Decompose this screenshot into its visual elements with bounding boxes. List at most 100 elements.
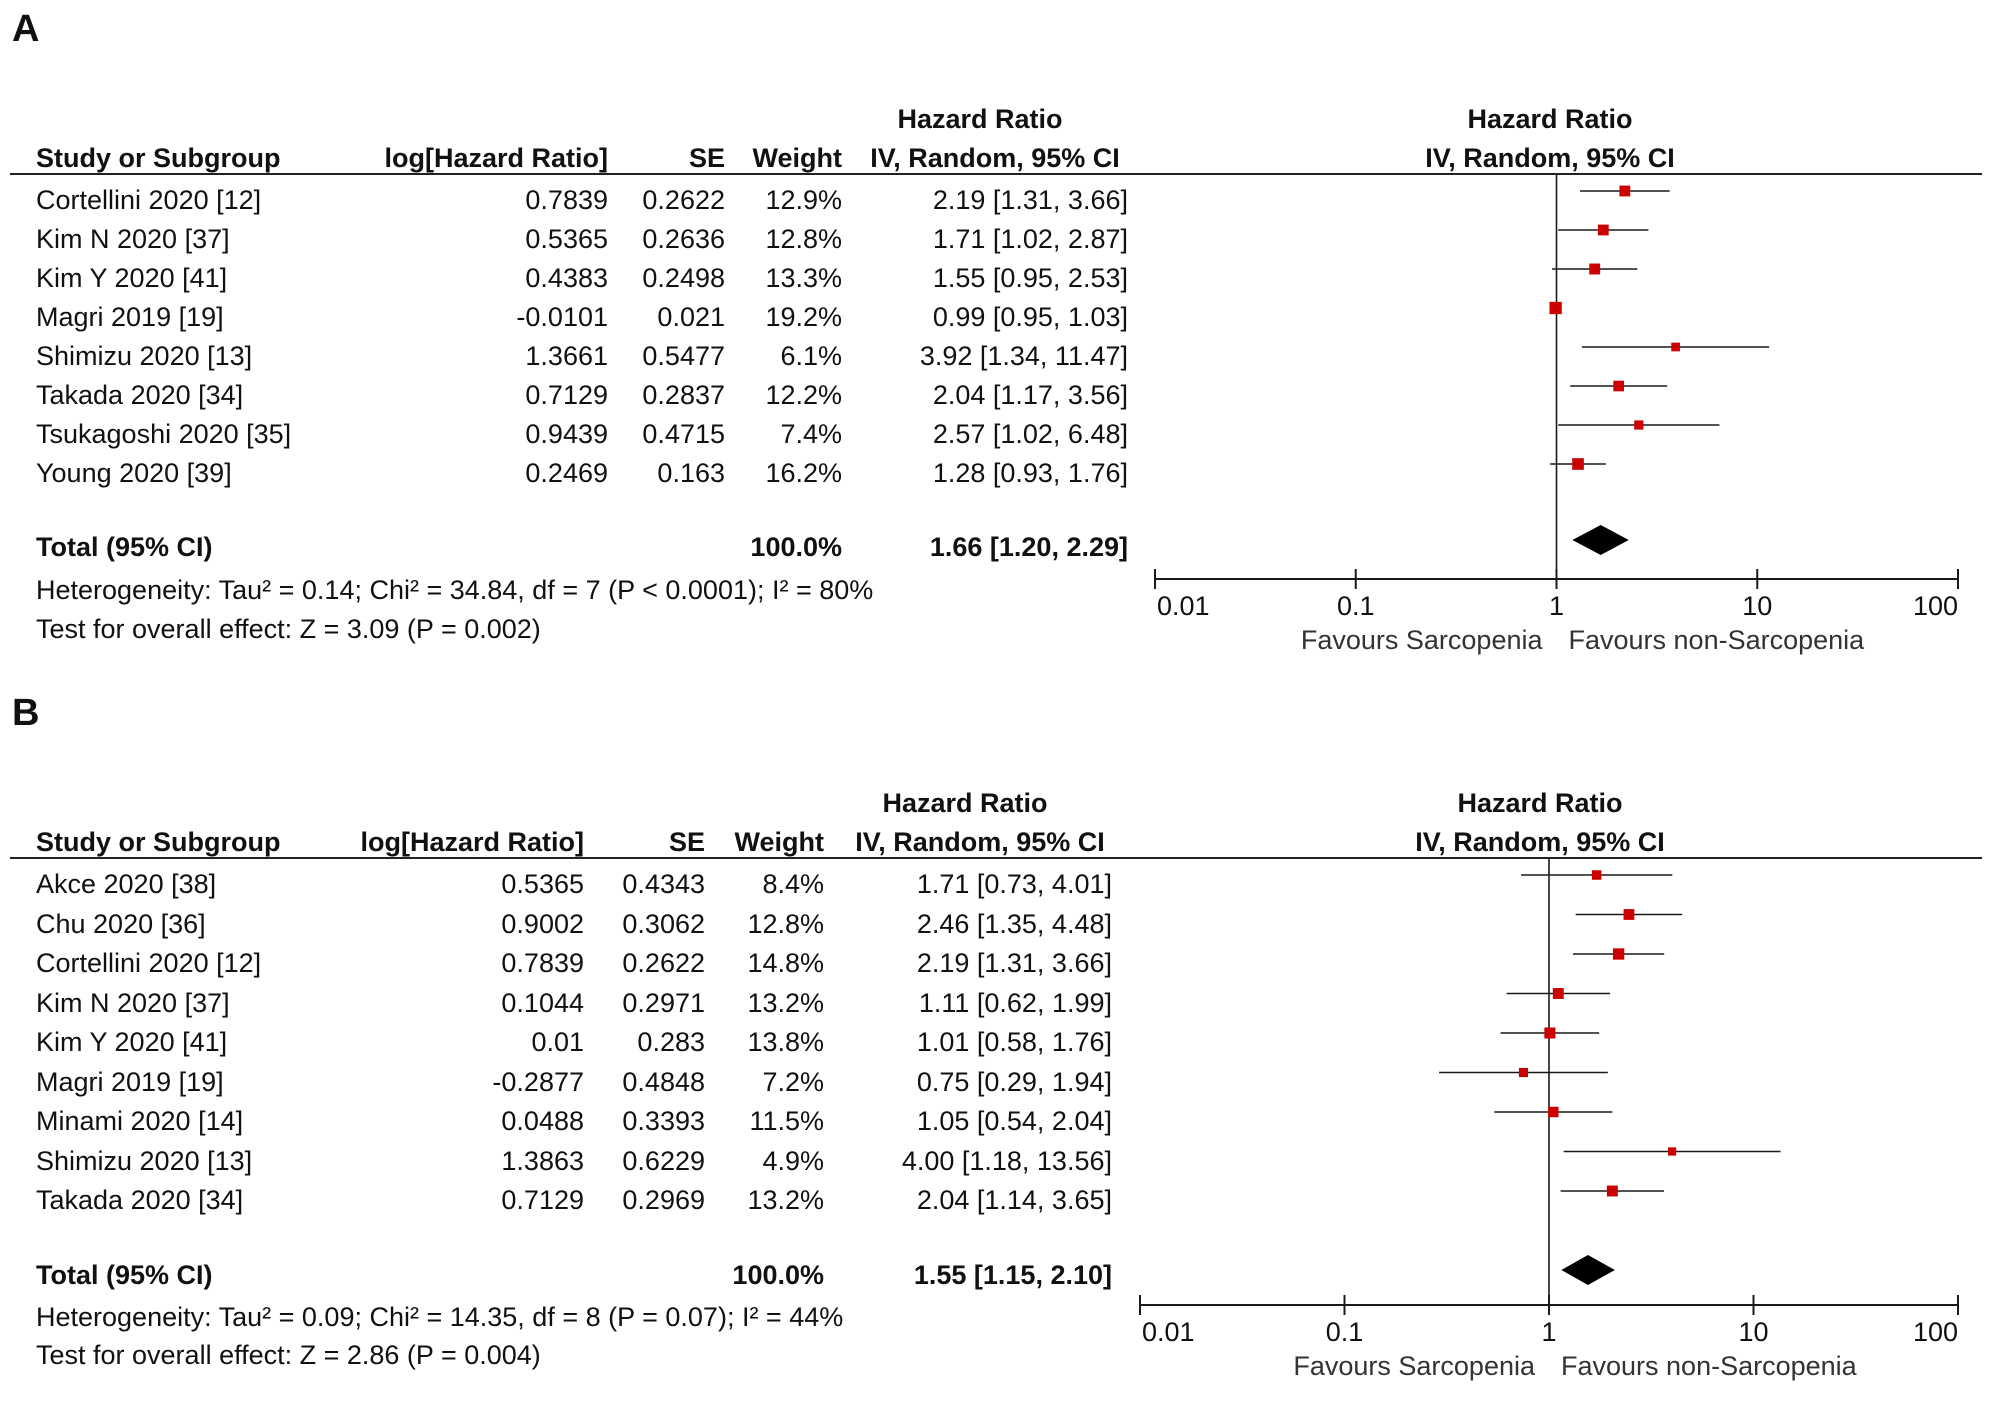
panel-label-a: A (12, 8, 40, 50)
study-name: Shimizu 2020 [13] (36, 341, 253, 371)
study-name: Akce 2020 [38] (36, 869, 217, 899)
study-header: Study or Subgroup (36, 143, 281, 173)
hr-ci-value: 1.71 [0.73, 4.01] (916, 869, 1112, 899)
loghr-value: 0.4383 (525, 263, 608, 293)
weight-value: 16.2% (765, 458, 842, 488)
study-name: Takada 2020 [34] (36, 1185, 244, 1215)
loghr-value: 0.0488 (501, 1106, 584, 1136)
study-name: Minami 2020 [14] (36, 1106, 244, 1136)
effect-square (1668, 1147, 1677, 1156)
x-tick-label: 10 (1738, 1317, 1768, 1347)
weight-value: 11.5% (749, 1106, 824, 1136)
loghr-value: 0.7839 (525, 185, 608, 215)
se-header: SE (668, 827, 705, 857)
effect-square (1589, 263, 1601, 275)
loghr-value: 1.3863 (501, 1145, 584, 1176)
forest-plot-b: B Hazard Ratio Hazard Ratio Study or Sub… (0, 684, 1994, 1406)
hr-ci-value: 2.19 [1.31, 3.66] (916, 948, 1112, 978)
weight-value: 13.3% (765, 263, 842, 293)
loghr-value: 0.2469 (525, 458, 608, 488)
forest-plot-a: A Hazard Ratio Hazard Ratio Study or Sub… (0, 0, 1994, 700)
hr-ci-value: 0.75 [0.29, 1.94] (916, 1066, 1112, 1097)
total-ci: 1.55 [1.15, 2.10] (913, 1260, 1112, 1290)
x-tick-label: 0.01 (1157, 591, 1210, 621)
study-header: Study or Subgroup (36, 827, 281, 857)
total-weight: 100.0% (750, 532, 842, 562)
x-tick-label: 100 (1913, 591, 1958, 621)
study-name: Chu 2020 [36] (36, 908, 206, 939)
se-value: 0.3393 (622, 1106, 705, 1136)
hr-header-sub: IV, Random, 95% CI (855, 827, 1105, 857)
hr-ci-value: 1.01 [0.58, 1.76] (916, 1027, 1112, 1057)
weight-value: 12.8% (747, 908, 824, 939)
favours-right-label: Favours non-Sarcopenia (1569, 625, 1866, 655)
effect-square (1623, 909, 1635, 920)
study-name: Kim N 2020 [37] (36, 224, 230, 254)
effect-square (1552, 988, 1564, 999)
se-value: 0.2622 (642, 185, 725, 215)
favours-left-label: Favours Sarcopenia (1301, 625, 1544, 655)
weight-value: 8.4% (762, 869, 824, 899)
x-tick-label: 0.1 (1337, 591, 1375, 621)
se-value: 0.283 (637, 1027, 705, 1057)
se-header: SE (688, 143, 725, 173)
total-weight: 100.0% (732, 1260, 824, 1290)
loghr-header: log[Hazard Ratio] (384, 143, 608, 173)
hr-header-top: Hazard Ratio (882, 788, 1048, 818)
weight-value: 12.9% (765, 185, 842, 215)
forest-plot-area-b: 0.01 0.1 1 10 100 Favours Sarcopenia Favours n… (1139, 858, 1959, 1381)
hr-ci-value: 2.04 [1.17, 3.56] (932, 380, 1128, 410)
hr-ci-value: 3.92 [1.34, 11.47] (919, 341, 1128, 371)
x-tick-label: 1 (1541, 1317, 1556, 1347)
x-tick-label: 10 (1742, 591, 1772, 621)
hr-ci-value: 1.11 [0.62, 1.99] (918, 987, 1112, 1018)
loghr-value: 0.01 (531, 1027, 584, 1057)
se-value: 0.6229 (622, 1145, 705, 1176)
panel-label-b: B (12, 692, 40, 734)
x-tick-label: 0.1 (1326, 1317, 1364, 1347)
effect-square (1613, 380, 1624, 392)
favours-left-label: Favours Sarcopenia (1293, 1351, 1536, 1381)
se-value: 0.4715 (642, 419, 725, 449)
hr-ci-value: 2.46 [1.35, 4.48] (916, 908, 1112, 939)
effect-square (1671, 342, 1680, 352)
study-name: Tsukagoshi 2020 [35] (36, 419, 292, 449)
hr-header-top: Hazard Ratio (897, 104, 1063, 134)
hr-ci-value: 2.19 [1.31, 3.66] (932, 185, 1128, 215)
effect-square (1612, 948, 1625, 960)
pooled-diamond (1561, 1255, 1615, 1285)
effect-square (1549, 301, 1562, 315)
se-value: 0.4343 (622, 869, 705, 899)
loghr-value: 1.3661 (525, 341, 608, 371)
se-value: 0.2971 (622, 987, 705, 1018)
hr-ci-value: 2.04 [1.14, 3.65] (916, 1185, 1112, 1215)
header-rule (10, 173, 1982, 175)
plot-header-top: Hazard Ratio (1467, 104, 1633, 134)
weight-value: 19.2% (765, 302, 842, 332)
effect-square (1548, 1106, 1559, 1118)
effect-square (1597, 224, 1609, 236)
weight-value: 13.2% (747, 987, 824, 1018)
loghr-value: 0.7839 (501, 948, 584, 978)
se-value: 0.2969 (622, 1185, 705, 1215)
study-name: Kim N 2020 [37] (36, 987, 230, 1018)
loghr-value: 0.7129 (525, 380, 608, 410)
weight-header: Weight (752, 143, 843, 173)
weight-value: 7.4% (780, 419, 842, 449)
se-value: 0.2498 (642, 263, 725, 293)
hr-header-sub: IV, Random, 95% CI (870, 143, 1120, 173)
se-value: 0.163 (657, 458, 725, 488)
plot-header-sub: IV, Random, 95% CI (1415, 827, 1665, 857)
loghr-value: 0.7129 (501, 1185, 584, 1215)
effect-square (1591, 870, 1602, 880)
weight-value: 13.2% (747, 1185, 824, 1215)
study-name: Shimizu 2020 [13] (36, 1145, 253, 1176)
study-name: Cortellini 2020 [12] (36, 185, 262, 215)
se-value: 0.2636 (642, 224, 725, 254)
forest-plot-area-a: 0.01 0.1 1 10 100 Favours Sarcopenia Favours n… (1154, 174, 1959, 655)
hr-ci-value: 1.55 [0.95, 2.53] (932, 263, 1128, 293)
loghr-value: -0.0101 (516, 302, 608, 332)
effect-square (1634, 420, 1644, 430)
loghr-value: 0.9439 (525, 419, 608, 449)
weight-value: 4.9% (762, 1145, 824, 1176)
